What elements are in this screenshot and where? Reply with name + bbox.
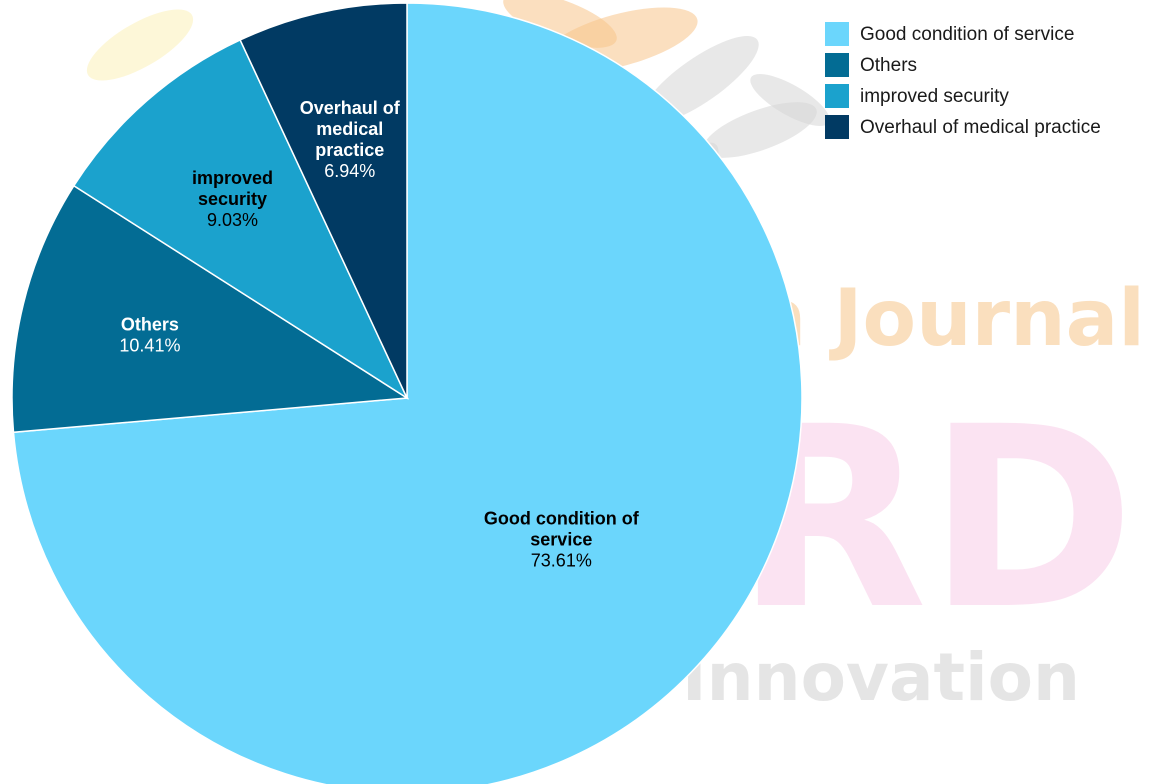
pie-slice-improved-security — [72, 38, 409, 401]
slice-label-overhaul-of-medical-practice: medical — [316, 119, 383, 139]
legend-label-good-condition-of-service: Good condition of service — [860, 24, 1074, 45]
pie-slices — [11, 2, 803, 784]
legend-label-others: Others — [860, 55, 917, 76]
legend-label-improved-security: improved security — [860, 86, 1009, 107]
legend-swatch-good-condition-of-service — [825, 22, 849, 46]
watermark-leaf-shape — [503, 0, 617, 48]
slice-percent-improved-security: 9.03% — [207, 210, 258, 230]
pie-slice-others — [11, 184, 410, 434]
legend-swatch-overhaul-of-medical-practice — [825, 115, 849, 139]
legend-swatch-improved-security — [825, 84, 849, 108]
legend-label-overhaul-of-medical-practice: Overhaul of medical practice — [860, 117, 1101, 138]
slice-label-overhaul-of-medical-practice: Overhaul of — [300, 98, 401, 118]
slice-label-improved-security: security — [198, 189, 267, 209]
slice-label-good-condition-of-service: Good condition of — [484, 508, 640, 528]
watermark-leaf-shape — [641, 35, 759, 125]
slice-label-improved-security: improved — [192, 168, 273, 188]
watermark-leaf-shape — [86, 9, 194, 81]
legend-swatch-others — [825, 53, 849, 77]
slice-percent-overhaul-of-medical-practice: 6.94% — [324, 161, 375, 181]
legend: Good condition of service Others improved … — [825, 22, 1101, 139]
watermark-leaf-shape — [750, 74, 830, 126]
slice-percent-good-condition-of-service: 73.61% — [531, 550, 592, 570]
slice-label-others: Others — [121, 315, 179, 335]
slice-label-overhaul-of-medical-practice: practice — [315, 140, 384, 160]
slice-percent-others: 10.41% — [119, 336, 180, 356]
pie-slice-overhaul-of-medical-practice — [239, 2, 408, 399]
slice-label-good-condition-of-service: service — [530, 529, 592, 549]
